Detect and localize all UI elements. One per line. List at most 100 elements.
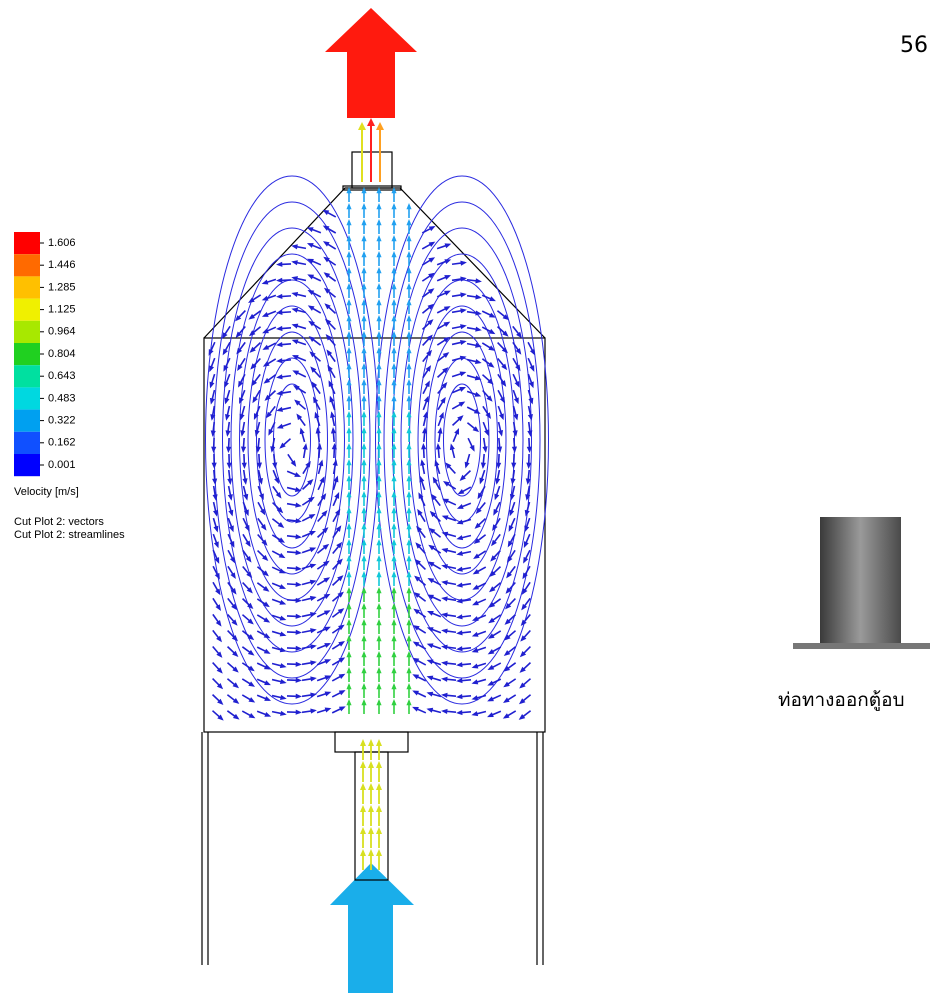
vector-head [225, 430, 231, 437]
vector-head [391, 635, 397, 642]
vector-head [239, 413, 245, 421]
vector-head [406, 363, 412, 370]
vector-head [361, 507, 367, 514]
vector-head [376, 571, 382, 578]
vector-head [471, 616, 479, 621]
vector-head [406, 507, 412, 514]
vector-head [376, 555, 382, 562]
vector-head [376, 667, 382, 674]
vector-head [368, 827, 374, 834]
vector-head [228, 509, 234, 517]
vector-head [376, 203, 382, 210]
vector-head [261, 539, 268, 546]
vector-head [456, 709, 463, 716]
vector-head [520, 619, 527, 627]
vector-head [328, 380, 334, 387]
vector-head [456, 566, 463, 572]
vector-head [456, 662, 463, 668]
vector-head [391, 683, 397, 690]
vector-head [376, 827, 382, 834]
vector-head [231, 635, 239, 642]
vector-head [212, 494, 218, 501]
legend-swatch [14, 409, 40, 432]
vector-head [426, 675, 434, 681]
legend-label: 0.162 [48, 437, 76, 449]
vector-head [278, 537, 286, 543]
vector-head [295, 613, 302, 619]
vector-head [248, 697, 256, 703]
vector-head [428, 225, 436, 232]
vector-head [309, 595, 317, 601]
vector-head [230, 587, 237, 595]
vector-head [322, 209, 330, 216]
vector-head [460, 308, 467, 314]
vector-head [307, 305, 315, 311]
vector-head [324, 303, 331, 310]
vector-head [475, 294, 482, 300]
vector-head [519, 682, 526, 689]
vector-head [460, 292, 467, 298]
vector-head [276, 261, 283, 267]
vector-head [504, 618, 511, 625]
vector-head [250, 363, 257, 370]
vector-head [330, 411, 336, 418]
vector-head [391, 699, 397, 706]
vector-head [442, 498, 449, 504]
vector-head [310, 676, 317, 682]
vector-head [529, 365, 535, 372]
vector-head [473, 408, 481, 414]
vector-head [482, 446, 488, 453]
vector-head [496, 462, 502, 469]
vector-head [323, 593, 331, 600]
vector-head [261, 279, 269, 285]
vector-head [406, 411, 412, 418]
vector-head [361, 331, 367, 338]
vector-head [346, 491, 352, 498]
vector-head [323, 560, 330, 567]
vector-head [251, 379, 258, 387]
streamline [383, 201, 541, 679]
vector-head [327, 364, 333, 372]
vector-head [474, 522, 481, 529]
vector-head [472, 600, 479, 606]
vector-head [376, 459, 382, 466]
vector-head [232, 698, 240, 704]
vector-head [337, 591, 344, 598]
vector-head [487, 680, 495, 686]
vector-head [406, 347, 412, 354]
vector-head [279, 679, 287, 685]
vector-head [263, 377, 271, 384]
vector-head [487, 361, 495, 368]
vector-head [310, 612, 317, 618]
vector-head [503, 650, 511, 657]
vector-head [279, 599, 287, 605]
vector-head [346, 315, 352, 322]
vector-head [222, 348, 228, 356]
vector-head [336, 558, 343, 565]
vector-head [487, 712, 494, 718]
vector-head [322, 527, 329, 534]
vector-head [338, 657, 346, 663]
vector-head [449, 443, 455, 451]
legend-note: Cut Plot 2: streamlines [14, 529, 125, 541]
vector-head [445, 462, 452, 469]
vector-head [406, 651, 412, 658]
vector-head [506, 556, 513, 563]
vector-head [391, 603, 397, 610]
vector-head [488, 345, 496, 351]
vector-head [361, 347, 367, 354]
vector-head [406, 523, 412, 530]
vector-head [509, 509, 515, 517]
vector-head [526, 462, 532, 469]
vector-head [456, 694, 463, 700]
vector-head [309, 547, 317, 553]
vector-head [248, 313, 256, 320]
vector-head [367, 118, 375, 126]
vector-head [376, 251, 382, 258]
vector-head [295, 677, 302, 683]
vector-head [477, 492, 483, 500]
vector-head [414, 558, 421, 566]
vector-head [406, 603, 412, 610]
vector-head [313, 396, 319, 404]
vector-head [295, 581, 302, 588]
